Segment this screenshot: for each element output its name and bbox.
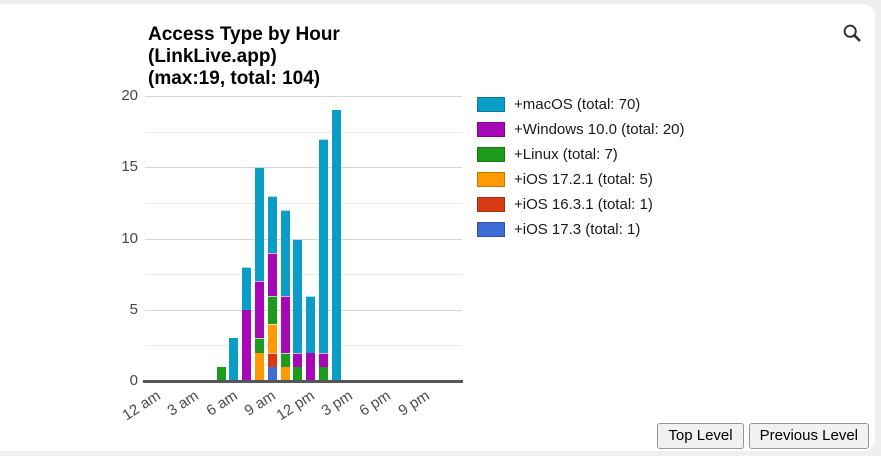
bar-segment[interactable] — [293, 366, 303, 382]
legend-label: +macOS (total: 70) — [514, 96, 641, 113]
search-icon[interactable] — [842, 23, 862, 43]
gridline — [145, 274, 462, 276]
bar-segment[interactable] — [267, 295, 277, 324]
chart-card — [0, 4, 875, 451]
bar-segment[interactable] — [254, 338, 264, 353]
bar-segment[interactable] — [306, 352, 316, 381]
bar-segment[interactable] — [254, 352, 264, 381]
gridline — [145, 309, 462, 311]
legend-swatch — [477, 147, 505, 162]
gridline — [145, 238, 462, 240]
bar-segment[interactable] — [318, 366, 328, 382]
chart-title: Access Type by Hour (LinkLive.app) (max:… — [148, 24, 340, 90]
top-level-button[interactable]: Top Level — [657, 423, 744, 449]
bar-segment[interactable] — [229, 338, 239, 382]
legend-swatch — [477, 172, 505, 187]
legend-label: +iOS 17.2.1 (total: 5) — [514, 171, 653, 188]
bar-segment[interactable] — [280, 295, 290, 353]
bar-segment[interactable] — [267, 352, 277, 367]
bar-segment[interactable] — [267, 252, 277, 296]
x-axis-line — [143, 380, 463, 383]
chart-title-line: Access Type by Hour — [148, 24, 340, 45]
bar-segment[interactable] — [242, 309, 252, 382]
legend-item[interactable]: +Windows 10.0 (total: 20) — [477, 117, 685, 142]
legend-label: +iOS 16.3.1 (total: 1) — [514, 196, 653, 213]
legend-swatch — [477, 197, 505, 212]
legend-item[interactable]: +iOS 17.3 (total: 1) — [477, 217, 685, 242]
legend-label: +Linux (total: 7) — [514, 146, 618, 163]
y-axis-tick-label: 5 — [129, 300, 138, 318]
y-axis-tick-label: 0 — [129, 372, 138, 389]
bar-segment[interactable] — [280, 352, 290, 367]
legend-swatch — [477, 122, 505, 137]
bar-segment[interactable] — [254, 167, 264, 282]
y-axis-tick-label: 20 — [121, 87, 138, 104]
gridline — [145, 131, 462, 133]
legend-item[interactable]: +macOS (total: 70) — [477, 92, 685, 117]
chart-legend: +macOS (total: 70) +Windows 10.0 (total: … — [477, 92, 685, 242]
bar-segment[interactable] — [267, 195, 277, 253]
bar-segment[interactable] — [318, 352, 328, 367]
bar-segment[interactable] — [293, 352, 303, 367]
drilldown-nav: Top Level Previous Level — [657, 423, 869, 449]
y-axis-tick-label: 15 — [121, 158, 138, 176]
bar-segment[interactable] — [267, 366, 277, 382]
chart-title-line: (max:19, total: 104) — [148, 68, 321, 89]
y-axis-tick-label: 10 — [121, 229, 138, 247]
gridline — [145, 202, 462, 204]
legend-label: +Windows 10.0 (total: 20) — [514, 121, 685, 138]
legend-item[interactable]: +iOS 17.2.1 (total: 5) — [477, 167, 685, 192]
bar-segment[interactable] — [216, 366, 226, 382]
gridline — [145, 345, 462, 347]
bar-segment[interactable] — [318, 138, 328, 353]
chart-title-line: (LinkLive.app) — [148, 46, 277, 67]
bar-segment[interactable] — [331, 110, 341, 382]
gridline — [145, 96, 462, 97]
bar-segment[interactable] — [267, 324, 277, 353]
legend-label: +iOS 17.3 (total: 1) — [514, 221, 641, 238]
bar-segment[interactable] — [306, 295, 316, 353]
legend-swatch — [477, 222, 505, 237]
previous-level-button[interactable]: Previous Level — [748, 423, 869, 449]
bar-segment[interactable] — [242, 267, 252, 310]
bar-segment[interactable] — [254, 281, 264, 339]
gridline — [145, 167, 462, 169]
bar-segment[interactable] — [280, 366, 290, 382]
legend-item[interactable]: +Linux (total: 7) — [477, 142, 685, 167]
legend-item[interactable]: +iOS 16.3.1 (total: 1) — [477, 192, 685, 217]
legend-swatch — [477, 97, 505, 112]
bar-segment[interactable] — [280, 210, 290, 296]
bar-segment[interactable] — [293, 238, 303, 353]
